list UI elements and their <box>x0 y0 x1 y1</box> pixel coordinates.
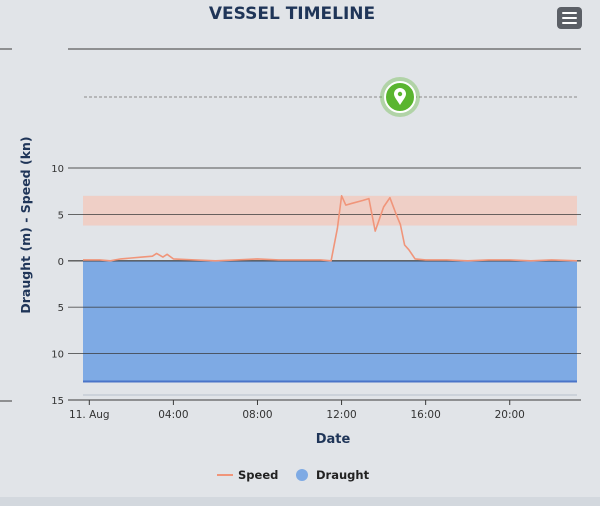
x-axis-title: Date <box>316 432 351 447</box>
location-pin-icon[interactable] <box>394 88 406 105</box>
chart-title: VESSEL TIMELINE <box>208 4 376 24</box>
y-tick-label: 5 <box>58 303 64 314</box>
x-tick-label: 16:00 <box>411 409 441 421</box>
legend-draught-swatch[interactable] <box>296 469 308 481</box>
y-tick-label: 10 <box>51 164 64 175</box>
location-pin-dot <box>397 91 403 97</box>
x-tick-label: 12:00 <box>326 409 356 421</box>
hamburger-menu-icon[interactable] <box>557 7 582 29</box>
legend-draught-label: Draught <box>316 468 370 482</box>
y-tick-label: 5 <box>58 210 64 221</box>
x-tick-label: 11. Aug <box>69 409 110 421</box>
y-tick-label: 10 <box>51 350 64 361</box>
y-tick-label: 15 <box>51 396 64 407</box>
draught-area <box>83 260 577 382</box>
x-tick-label: 08:00 <box>242 409 272 421</box>
y-tick-label: 0 <box>58 257 64 268</box>
speed-series-line <box>83 195 578 262</box>
y-axis-title: Draught (m) - Speed (kn) <box>18 136 33 313</box>
x-tick-label: 04:00 <box>158 409 188 421</box>
legend-speed-label: Speed <box>238 468 278 482</box>
speed-range-band <box>83 195 577 226</box>
bottom-scrollbar-track[interactable] <box>0 497 600 506</box>
x-tick-label: 20:00 <box>495 409 525 421</box>
